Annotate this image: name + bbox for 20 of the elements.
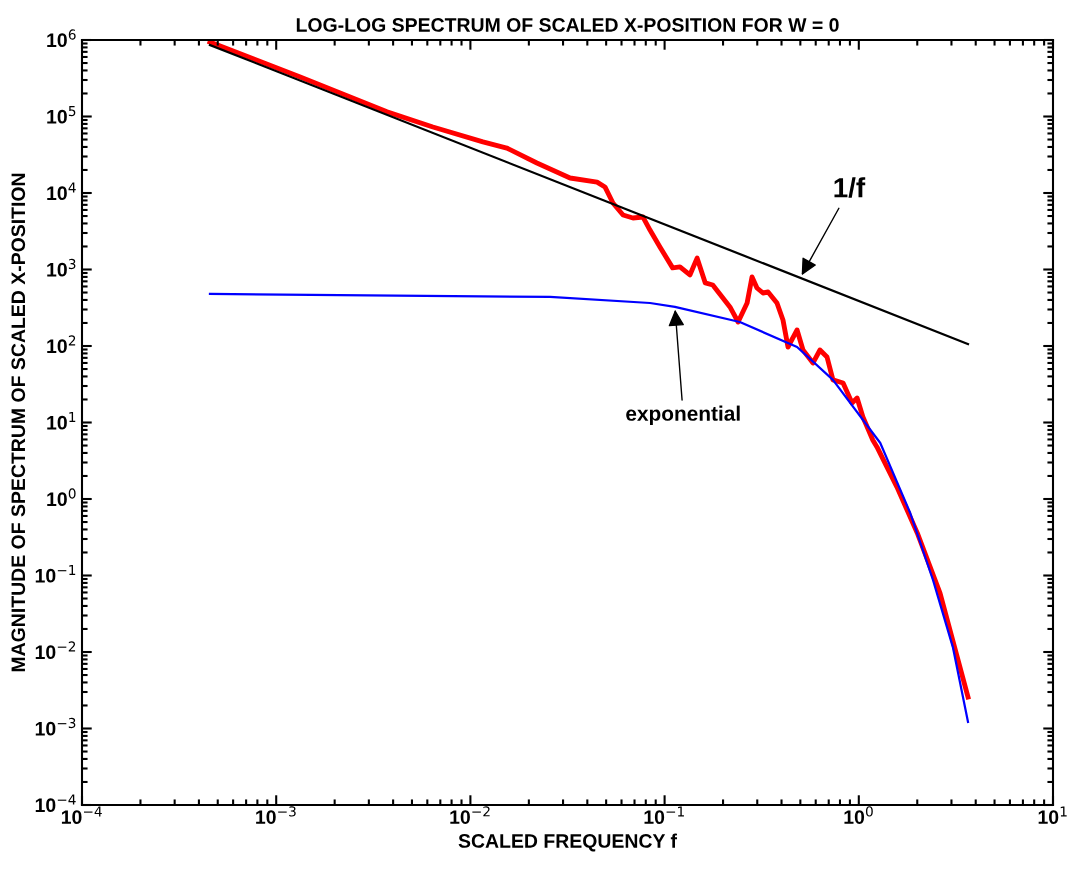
y-tick-label: 10$^{3}$ bbox=[47, 258, 76, 277]
x-tick-label: 10$^{−1}$ bbox=[644, 806, 684, 825]
y-tick-label: 10$^{−1}$ bbox=[35, 565, 76, 583]
y-tick-label: 10$^{2}$ bbox=[47, 335, 76, 354]
x-axis-title: SCALED FREQUENCY f bbox=[458, 833, 678, 852]
y-tick-label: 10$^{6}$ bbox=[47, 29, 76, 48]
y-tick-label: 10$^{−2}$ bbox=[35, 641, 76, 660]
y-tick-label: 10$^{4}$ bbox=[47, 182, 76, 201]
chart-title: LOG-LOG SPECTRUM OF SCALED X-POSITION FOR W = 0 bbox=[296, 18, 839, 32]
y-tick-label: 10$^{5}$ bbox=[47, 106, 76, 124]
x-tick-label: 10$^{1}$ bbox=[1038, 806, 1067, 825]
annotation: exponential bbox=[626, 405, 740, 425]
y-axis-title: MAGNITUDE OF SPECTRUM OF SCALED X-POSITION bbox=[11, 173, 26, 672]
y-tick-label: 10$^{1}$ bbox=[47, 412, 76, 430]
x-tick-label: 10$^{−2}$ bbox=[450, 806, 490, 824]
x-tick-label: 10$^{−3}$ bbox=[256, 806, 296, 824]
y-tick-label: 10$^{−3}$ bbox=[35, 717, 76, 736]
x-tick-label: 10$^{0}$ bbox=[844, 806, 873, 824]
annotation: 1/f bbox=[834, 177, 866, 198]
y-tick-label: 10$^{0}$ bbox=[47, 488, 76, 507]
